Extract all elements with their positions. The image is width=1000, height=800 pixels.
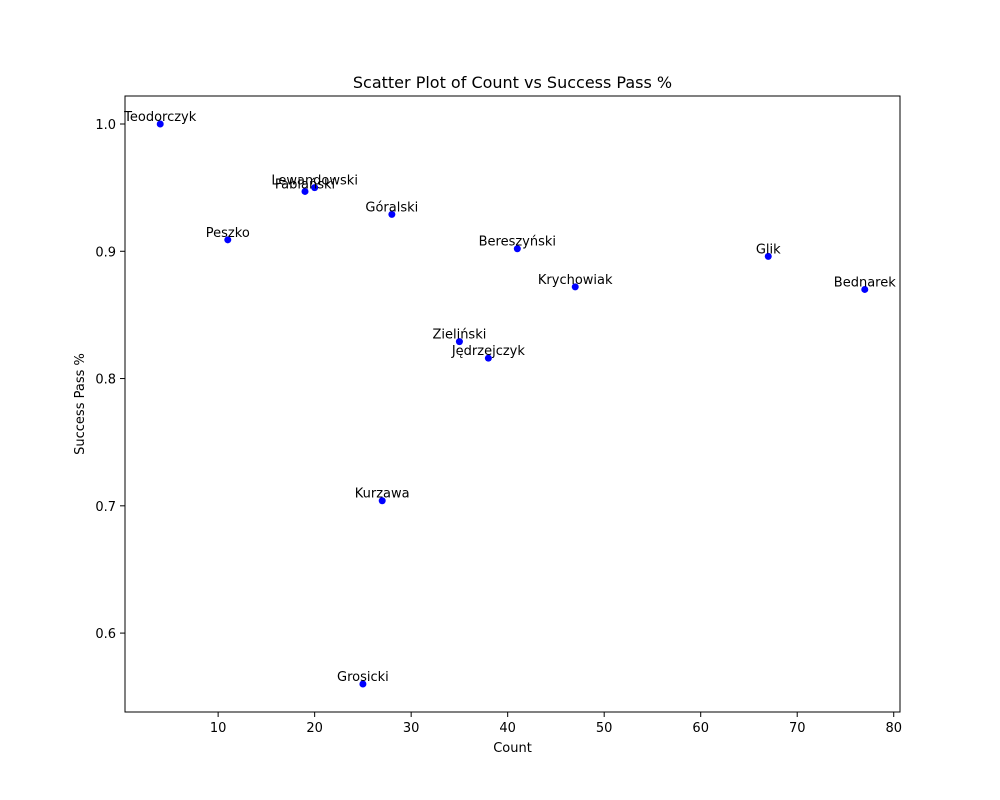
x-axis: 10 20 30 40 50 60 70 80 [210,712,902,736]
point-label: Krychowiak [538,273,613,288]
point-label: Bereszyński [479,235,556,250]
y-tick-label: 0.8 [95,373,116,388]
data-point [378,497,386,505]
point-label: Bednarek [834,275,896,290]
data-point [311,184,319,192]
point-label: Kurzawa [355,487,410,502]
plot-area [124,95,901,713]
point-label: Peszko [206,226,250,241]
data-point [571,283,579,291]
y-tick-label: 0.6 [95,627,116,642]
data-points [156,120,869,688]
data-point [484,354,492,362]
data-point [359,680,367,688]
x-tick-label: 20 [306,721,323,736]
data-point [513,245,521,253]
y-tick-label: 0.9 [95,245,116,260]
data-point [764,252,772,260]
chart-title: Scatter Plot of Count vs Success Pass % [353,73,672,92]
data-point [455,338,463,346]
point-label: Lewandowski [271,174,358,189]
y-tick-label: 1.0 [95,118,116,133]
x-tick-label: 50 [596,721,613,736]
y-tick-label: 0.7 [95,500,116,515]
data-point [301,187,309,195]
point-label: Grosicki [337,670,389,685]
x-axis-label: Count [493,741,532,756]
data-point [156,120,164,128]
data-point [388,210,396,218]
x-tick-label: 10 [210,721,227,736]
point-label: Jędrzejczyk [451,344,526,359]
point-label: Teodorczyk [123,110,197,125]
data-point [224,236,232,244]
x-tick-label: 70 [789,721,806,736]
point-label: Fabiański [275,177,335,192]
x-tick-label: 30 [403,721,420,736]
y-axis: 0.6 0.7 0.8 0.9 1.0 [95,118,125,642]
point-label: Zieliński [432,328,486,343]
x-tick-label: 60 [692,721,709,736]
point-label: Góralski [365,200,418,215]
data-point [861,285,869,293]
y-axis-label: Success Pass % [73,353,88,455]
x-tick-label: 40 [499,721,516,736]
plot-frame [124,95,901,713]
x-tick-label: 80 [885,721,902,736]
point-label: Glik [756,242,781,257]
